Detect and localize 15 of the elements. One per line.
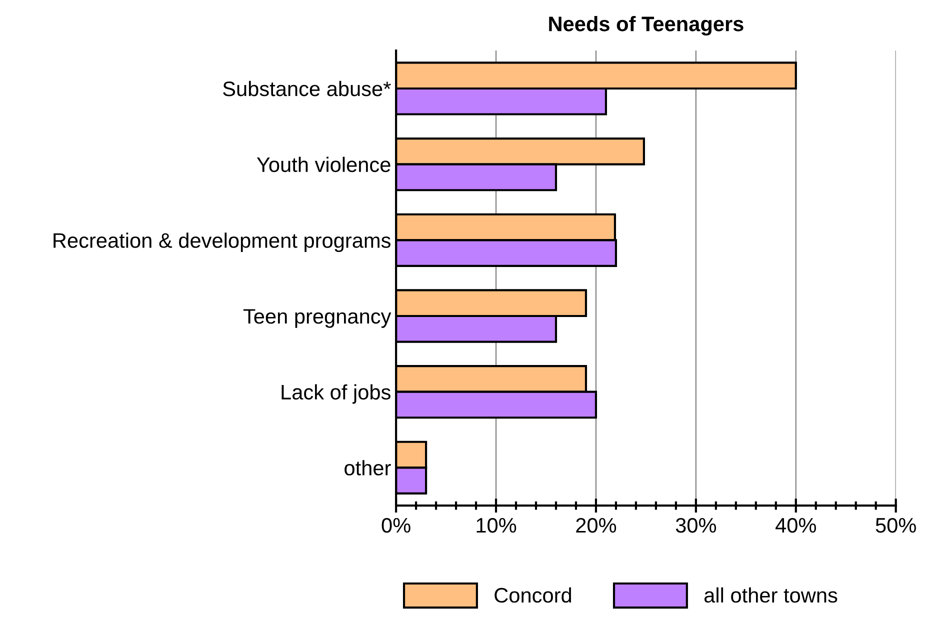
y-tick-label: Substance abuse* — [223, 80, 391, 96]
y-tick-label: Lack of jobs — [282, 384, 390, 404]
x-tick-label: 0% — [382, 518, 410, 533]
x-tick-label: 20% — [576, 518, 616, 533]
y-tick-label: other — [344, 460, 391, 476]
x-tick-label: 30% — [676, 518, 716, 533]
x-tick-label: 10% — [476, 518, 516, 533]
y-tick-label: Recreation & development programs — [54, 232, 390, 252]
y-tick-label: Youth violence — [256, 156, 390, 172]
x-tick-label: 40% — [776, 518, 816, 533]
x-tick-label: 50% — [876, 518, 916, 533]
legend-label: Concord — [494, 587, 572, 603]
chart-title: Needs of Teenagers — [549, 16, 744, 36]
y-tick-label: Teen pregnancy — [243, 309, 392, 328]
legend-label: all other towns — [704, 587, 838, 603]
